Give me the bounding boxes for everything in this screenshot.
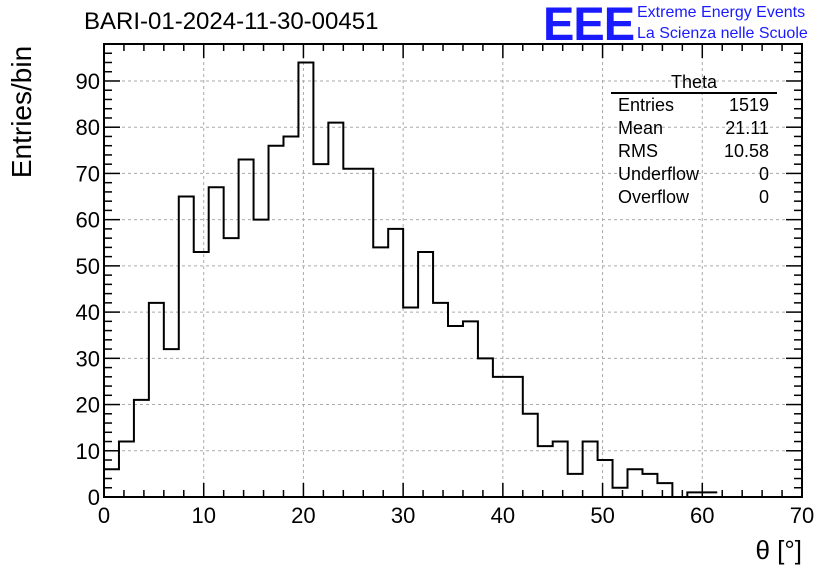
stats-value: 10.58 — [723, 141, 769, 161]
chart-title: BARI-01-2024-11-30-00451 — [84, 8, 379, 35]
y-tick-label: 30 — [76, 346, 100, 371]
stats-box: Theta Entries 1519 Mean 21.11 RMS 10.58 … — [611, 72, 777, 209]
histogram-step-line — [104, 61, 718, 498]
stats-row-mean: Mean 21.11 — [611, 117, 777, 140]
x-axis-label: θ [°] — [755, 535, 802, 565]
x-tick-label: 60 — [690, 503, 714, 528]
x-tick-label: 30 — [391, 503, 415, 528]
stats-row-entries: Entries 1519 — [611, 94, 777, 117]
y-tick-label: 10 — [76, 439, 100, 464]
logo-caption: Extreme Energy Events La Scienza nelle S… — [637, 2, 808, 44]
y-tick-label: 70 — [76, 161, 100, 186]
grid-lines — [104, 44, 802, 497]
logo-line-1: Extreme Energy Events — [637, 4, 806, 21]
stats-label: Mean — [618, 118, 664, 138]
x-tick-label: 70 — [790, 503, 814, 528]
y-tick-label: 40 — [76, 300, 100, 325]
x-tick-label: 40 — [491, 503, 515, 528]
stats-row-rms: RMS 10.58 — [611, 140, 777, 163]
y-tick-label: 80 — [76, 115, 100, 140]
y-tick-label: 50 — [76, 254, 100, 279]
stats-label: Entries — [618, 95, 675, 115]
stats-label: RMS — [618, 141, 658, 161]
stats-value: 0 — [758, 187, 769, 207]
y-axis-label: Entries/bin — [6, 45, 37, 179]
y-tick-label: 90 — [76, 69, 100, 94]
y-tick-label: 60 — [76, 208, 100, 233]
eee-logo: EEE — [543, 0, 635, 50]
stats-row-overflow: Overflow 0 — [611, 186, 777, 209]
x-tick-label: 20 — [291, 503, 315, 528]
x-tick-label: 50 — [590, 503, 614, 528]
y-tick-label: 0 — [88, 485, 100, 510]
y-tick-label: 20 — [76, 393, 100, 418]
stats-value: 0 — [758, 164, 769, 184]
x-tick-label: 10 — [191, 503, 215, 528]
stats-label: Overflow — [618, 187, 690, 207]
stats-row-underflow: Underflow 0 — [611, 163, 777, 186]
stats-title: Theta — [611, 72, 777, 94]
tick-labels: 0 10 20 30 40 50 60 70 0 10 20 30 40 50 60 70 80 90 — [76, 69, 815, 528]
logo-line-2: La Scienza nelle Scuole — [637, 25, 808, 42]
plot-frame — [103, 43, 803, 498]
stats-label: Underflow — [618, 164, 700, 184]
stats-value: 21.11 — [725, 118, 769, 138]
x-tick-label: 0 — [98, 503, 110, 528]
stats-value: 1519 — [728, 95, 769, 115]
